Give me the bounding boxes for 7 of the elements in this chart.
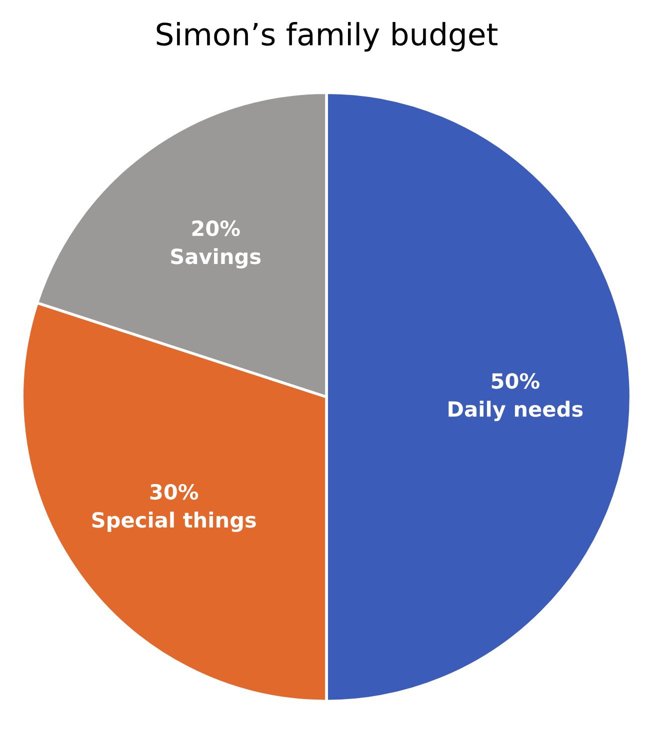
data-label: 50% (492, 373, 540, 389)
data-label: 20% (192, 220, 240, 236)
slice-label: Daily needs (448, 400, 583, 422)
slice-label: Savings (171, 248, 261, 268)
slice-label: Special things (92, 512, 256, 532)
chart-title: Simon’s family budget (156, 22, 498, 52)
data-label: 30% (150, 484, 198, 500)
